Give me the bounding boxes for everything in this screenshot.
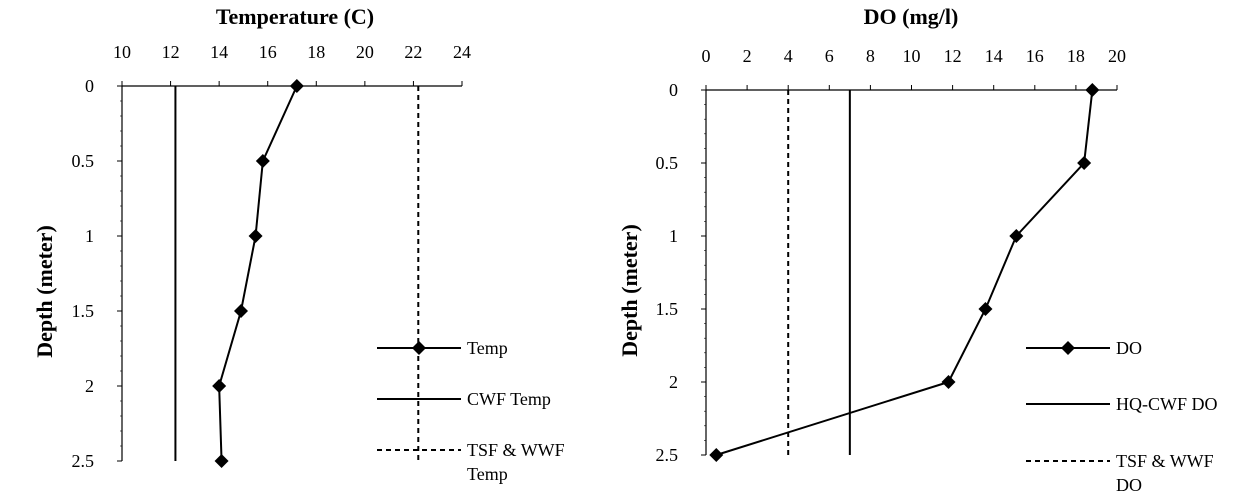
data-point [234,304,248,318]
series-line-0 [715,89,1094,456]
y-tick-label: 0.5 [656,153,679,173]
data-point [941,375,956,389]
x-tick-label: 8 [866,46,875,66]
data-point [248,229,263,243]
x-tick-label: 6 [825,46,834,66]
x-tick-label: 0 [702,46,711,66]
legend-marker [1061,341,1075,355]
y-tick-label: 0.5 [72,151,95,171]
legend-label-1: CWF Temp [467,389,551,409]
legend-label-2: TSF & WWF DO [1116,451,1214,495]
chart-2: 0 2 4 6 8 10 12 14 16 18 20 0 0.5 1 1.5 2 2.5 DO (mg/l) De… [617,4,1218,495]
x-tick-label: 12 [944,46,962,66]
y-tick-label: 0 [85,76,94,96]
data-point [212,379,227,393]
x-tick-label: 22 [404,42,422,62]
legend-marker [412,341,426,355]
chart-1: 10 12 14 16 18 20 22 24 0 0.5 1 1.5 2 2.5 Temperature … [32,4,565,484]
y-tick-label: 2 [85,376,94,396]
x-tick-label: 2 [743,46,752,66]
x-tick-label: 10 [113,42,131,62]
data-point [289,79,304,93]
chart-title: DO (mg/l) [864,4,959,29]
series-line-0 [218,85,298,462]
y-tick-label: 1 [669,226,678,246]
x-tick-label: 4 [784,46,793,66]
data-point [1009,229,1024,243]
data-point [1077,156,1092,170]
x-tick-label: 16 [1026,46,1044,66]
x-tick-label: 12 [162,42,180,62]
x-tick-label: 18 [307,42,325,62]
y-tick-label: 2.5 [72,451,95,471]
data-point [214,454,229,468]
x-tick-label: 14 [985,46,1003,66]
x-tick-label: 20 [1108,46,1126,66]
legend-label-0: DO [1116,338,1142,358]
y-tick-label: 1.5 [72,301,95,321]
x-tick-label: 14 [210,42,228,62]
y-tick-label: 2.5 [656,445,679,465]
chart-title: Temperature (C) [216,4,374,29]
x-tick-label: 18 [1067,46,1085,66]
y-tick-label: 2 [669,372,678,392]
data-point [709,448,724,462]
y-tick-label: 1.5 [656,299,679,319]
legend-label-1: HQ-CWF DO [1116,394,1218,414]
y-tick-label: 1 [85,226,94,246]
data-point [255,154,270,168]
x-tick-label: 24 [453,42,471,62]
x-tick-label: 10 [903,46,921,66]
y-axis-label: Depth (meter) [617,224,642,357]
y-tick-label: 0 [669,80,678,100]
legend-label-0: Temp [467,338,508,358]
data-point [978,302,993,316]
y-axis-label: Depth (meter) [32,225,57,358]
x-tick-label: 20 [356,42,374,62]
x-tick-label: 16 [259,42,277,62]
legend-label-2: TSF & WWF Temp [467,440,565,484]
data-point [1085,83,1100,97]
